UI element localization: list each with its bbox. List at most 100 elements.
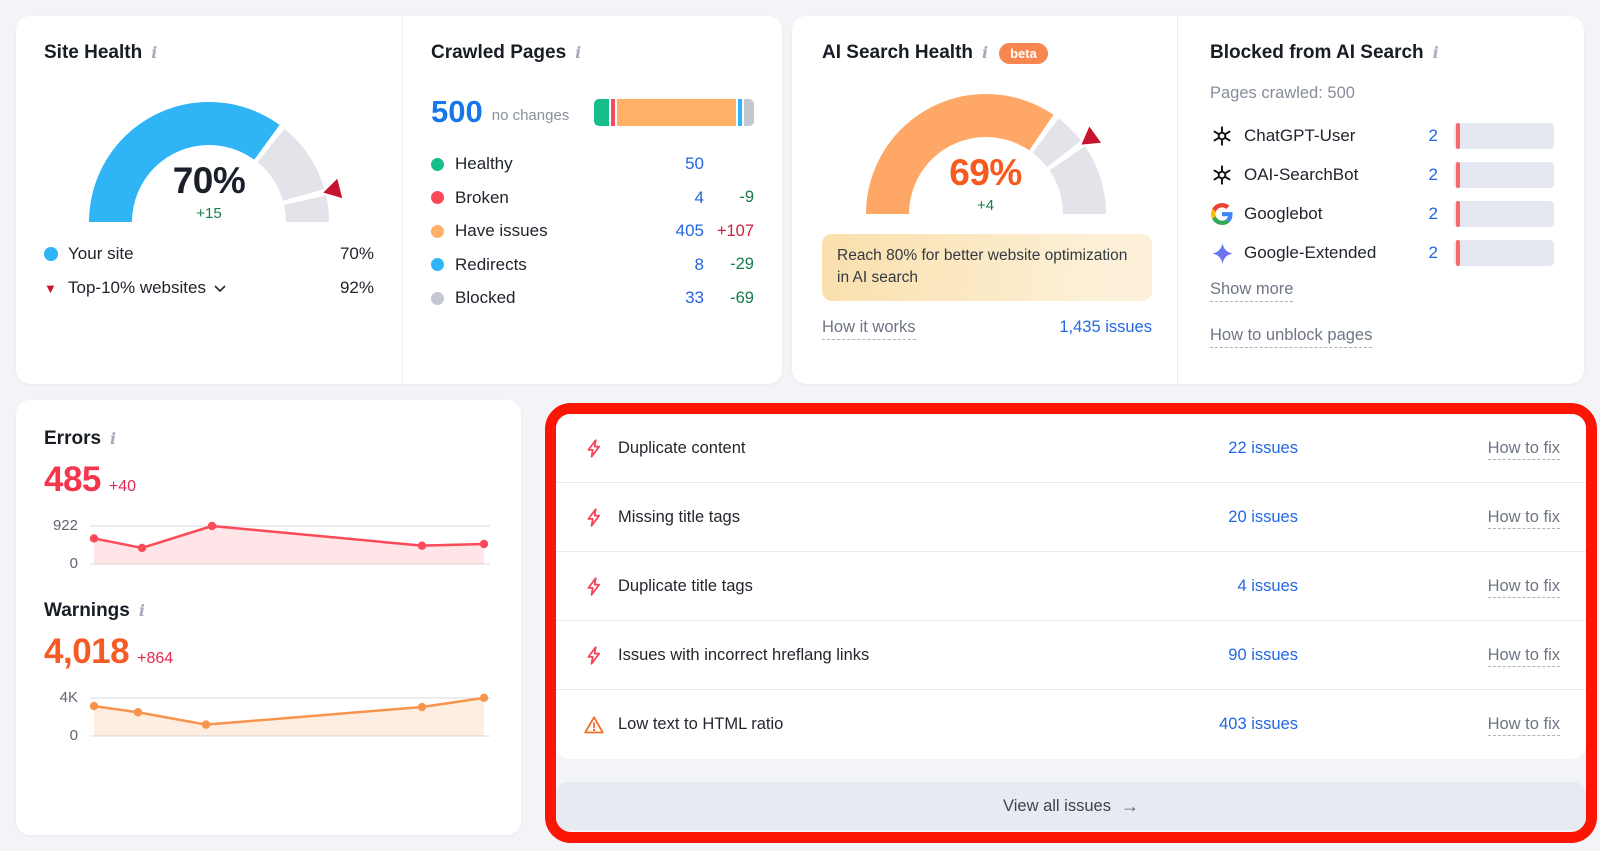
arrow-right-icon: →	[1120, 795, 1139, 816]
bot-name: ChatGPT-User	[1244, 126, 1356, 145]
site-health-delta: +15	[196, 205, 222, 222]
issue-count-link[interactable]: 4 issues	[1237, 576, 1298, 595]
blocked-ratio-bar	[1454, 162, 1554, 188]
ai-callout: Reach 80% for better website optimizatio…	[822, 234, 1152, 301]
row-label: Blocked	[455, 288, 516, 307]
issue-row-low-text-html-ratio: Low text to HTML ratio 403 issues How to…	[556, 690, 1586, 759]
error-bolt-icon	[582, 436, 606, 460]
gemini-icon	[1210, 241, 1234, 265]
row-change: -9	[739, 188, 754, 206]
chevron-down-icon[interactable]	[214, 278, 226, 298]
info-icon[interactable]	[110, 431, 116, 447]
how-to-unblock-link[interactable]: How to unblock pages	[1210, 326, 1373, 348]
site-health-value: 70%	[172, 160, 246, 201]
gray-dot-icon	[431, 291, 444, 305]
row-count-link[interactable]: 33	[685, 288, 704, 307]
errors-block: Errors 485 +40 922 0	[44, 428, 493, 572]
how-it-works-link[interactable]: How it works	[822, 318, 916, 340]
errors-title: Errors	[44, 428, 102, 449]
info-icon[interactable]	[575, 45, 581, 61]
top-issues-list: Duplicate content 22 issues How to fix M…	[556, 414, 1586, 759]
issue-count-link[interactable]: 403 issues	[1219, 715, 1298, 733]
ai-health-value: 69%	[949, 152, 1022, 193]
issue-label: Issues with incorrect hreflang links	[618, 645, 870, 664]
how-to-fix-link[interactable]: How to fix	[1487, 576, 1560, 598]
crawled-note: no changes	[491, 106, 570, 124]
ai-health-delta: +4	[976, 197, 995, 214]
error-bolt-icon	[582, 574, 606, 598]
row-change: -29	[730, 255, 754, 273]
errors-value: 485	[44, 460, 101, 499]
bar-segment	[610, 98, 615, 126]
crawled-distribution-bar	[594, 98, 754, 126]
crawled-row-blocked: Blocked 33 -69	[431, 288, 754, 308]
row-count-link[interactable]: 8	[694, 254, 704, 274]
legend-label: Your site	[68, 244, 134, 263]
bot-count-link[interactable]: 2	[1428, 126, 1438, 145]
errors-delta: +40	[108, 478, 137, 495]
info-icon[interactable]	[1433, 45, 1439, 61]
warnings-title: Warnings	[44, 600, 130, 621]
site-health-title: Site Health	[44, 42, 143, 63]
row-label: Healthy	[455, 154, 513, 173]
row-label: Redirects	[455, 254, 527, 274]
y-axis-min: 0	[69, 727, 78, 744]
blue-dot-icon	[44, 247, 58, 261]
legend-your-site: Your site 70%	[44, 244, 374, 264]
show-more-link[interactable]: Show more	[1210, 280, 1294, 302]
legend-label: Top-10% websites	[68, 278, 206, 297]
issue-label: Low text to HTML ratio	[618, 715, 784, 733]
crawled-total: 500	[431, 94, 483, 129]
issue-count-link[interactable]: 22 issues	[1228, 438, 1298, 457]
ai-search-health-title: AI Search Health	[822, 42, 973, 63]
view-all-label: View all issues	[1003, 796, 1111, 815]
info-icon[interactable]	[982, 45, 988, 61]
warnings-value: 4,018	[44, 632, 130, 671]
info-icon[interactable]	[151, 45, 157, 61]
issue-row-duplicate-title-tags: Duplicate title tags 4 issues How to fix	[556, 552, 1586, 621]
legend-top10-websites[interactable]: Top-10% websites 92%	[44, 278, 374, 298]
bar-segment	[738, 98, 743, 126]
bot-row-googlebot: Googlebot 2	[1210, 201, 1554, 227]
y-axis-max: 922	[52, 517, 78, 534]
issue-row-hreflang-links: Issues with incorrect hreflang links 90 …	[556, 621, 1586, 690]
red-triangle-icon	[44, 281, 60, 296]
blocked-ratio-bar	[1454, 123, 1554, 149]
crawled-row-healthy: Healthy 50	[431, 154, 754, 174]
issue-label: Duplicate title tags	[618, 576, 753, 595]
row-count-link[interactable]: 4	[694, 187, 704, 207]
row-count-link[interactable]: 405	[675, 221, 704, 240]
crawled-row-broken: Broken 4 -9	[431, 188, 754, 208]
errors-trend-chart: 922 0	[44, 514, 493, 572]
site-health-section: Site Health 70% +15 Your site 70% Top-10…	[16, 16, 403, 384]
warnings-trend-chart: 4K 0	[44, 686, 493, 744]
ai-issues-link[interactable]: 1,435 issues	[1059, 317, 1152, 336]
ai-search-health-section: AI Search Health beta 69% +4 Reach 80% f…	[792, 16, 1178, 384]
bot-count-link[interactable]: 2	[1428, 165, 1438, 184]
row-label: Broken	[455, 187, 509, 207]
info-icon[interactable]	[139, 603, 145, 619]
how-to-fix-link[interactable]: How to fix	[1487, 438, 1560, 460]
site-health-crawled-card: Site Health 70% +15 Your site 70% Top-10…	[16, 16, 782, 384]
openai-icon	[1210, 124, 1234, 148]
how-to-fix-link[interactable]: How to fix	[1487, 715, 1560, 736]
legend-value: 92%	[339, 278, 374, 297]
how-to-fix-link[interactable]: How to fix	[1487, 507, 1560, 529]
issue-count-link[interactable]: 90 issues	[1228, 645, 1298, 664]
bot-count-link[interactable]: 2	[1428, 243, 1438, 262]
openai-icon	[1210, 163, 1234, 187]
issue-label: Duplicate content	[618, 438, 746, 457]
issue-count-link[interactable]: 20 issues	[1228, 507, 1298, 526]
row-count-link[interactable]: 50	[685, 154, 704, 173]
view-all-issues-button[interactable]: View all issues →	[556, 782, 1586, 830]
issue-row-missing-title-tags: Missing title tags 20 issues How to fix	[556, 483, 1586, 552]
bar-segment	[616, 98, 737, 126]
bot-name: Googlebot	[1244, 204, 1323, 223]
warnings-delta: +864	[137, 650, 174, 667]
pages-crawled-subtitle: Pages crawled: 500	[1210, 84, 1355, 102]
blocked-ratio-bar	[1454, 240, 1554, 266]
site-health-gauge: 70% +15	[89, 102, 343, 222]
bot-count-link[interactable]: 2	[1428, 204, 1438, 223]
ai-search-health-gauge: 69% +4	[865, 94, 1106, 214]
how-to-fix-link[interactable]: How to fix	[1487, 645, 1560, 667]
